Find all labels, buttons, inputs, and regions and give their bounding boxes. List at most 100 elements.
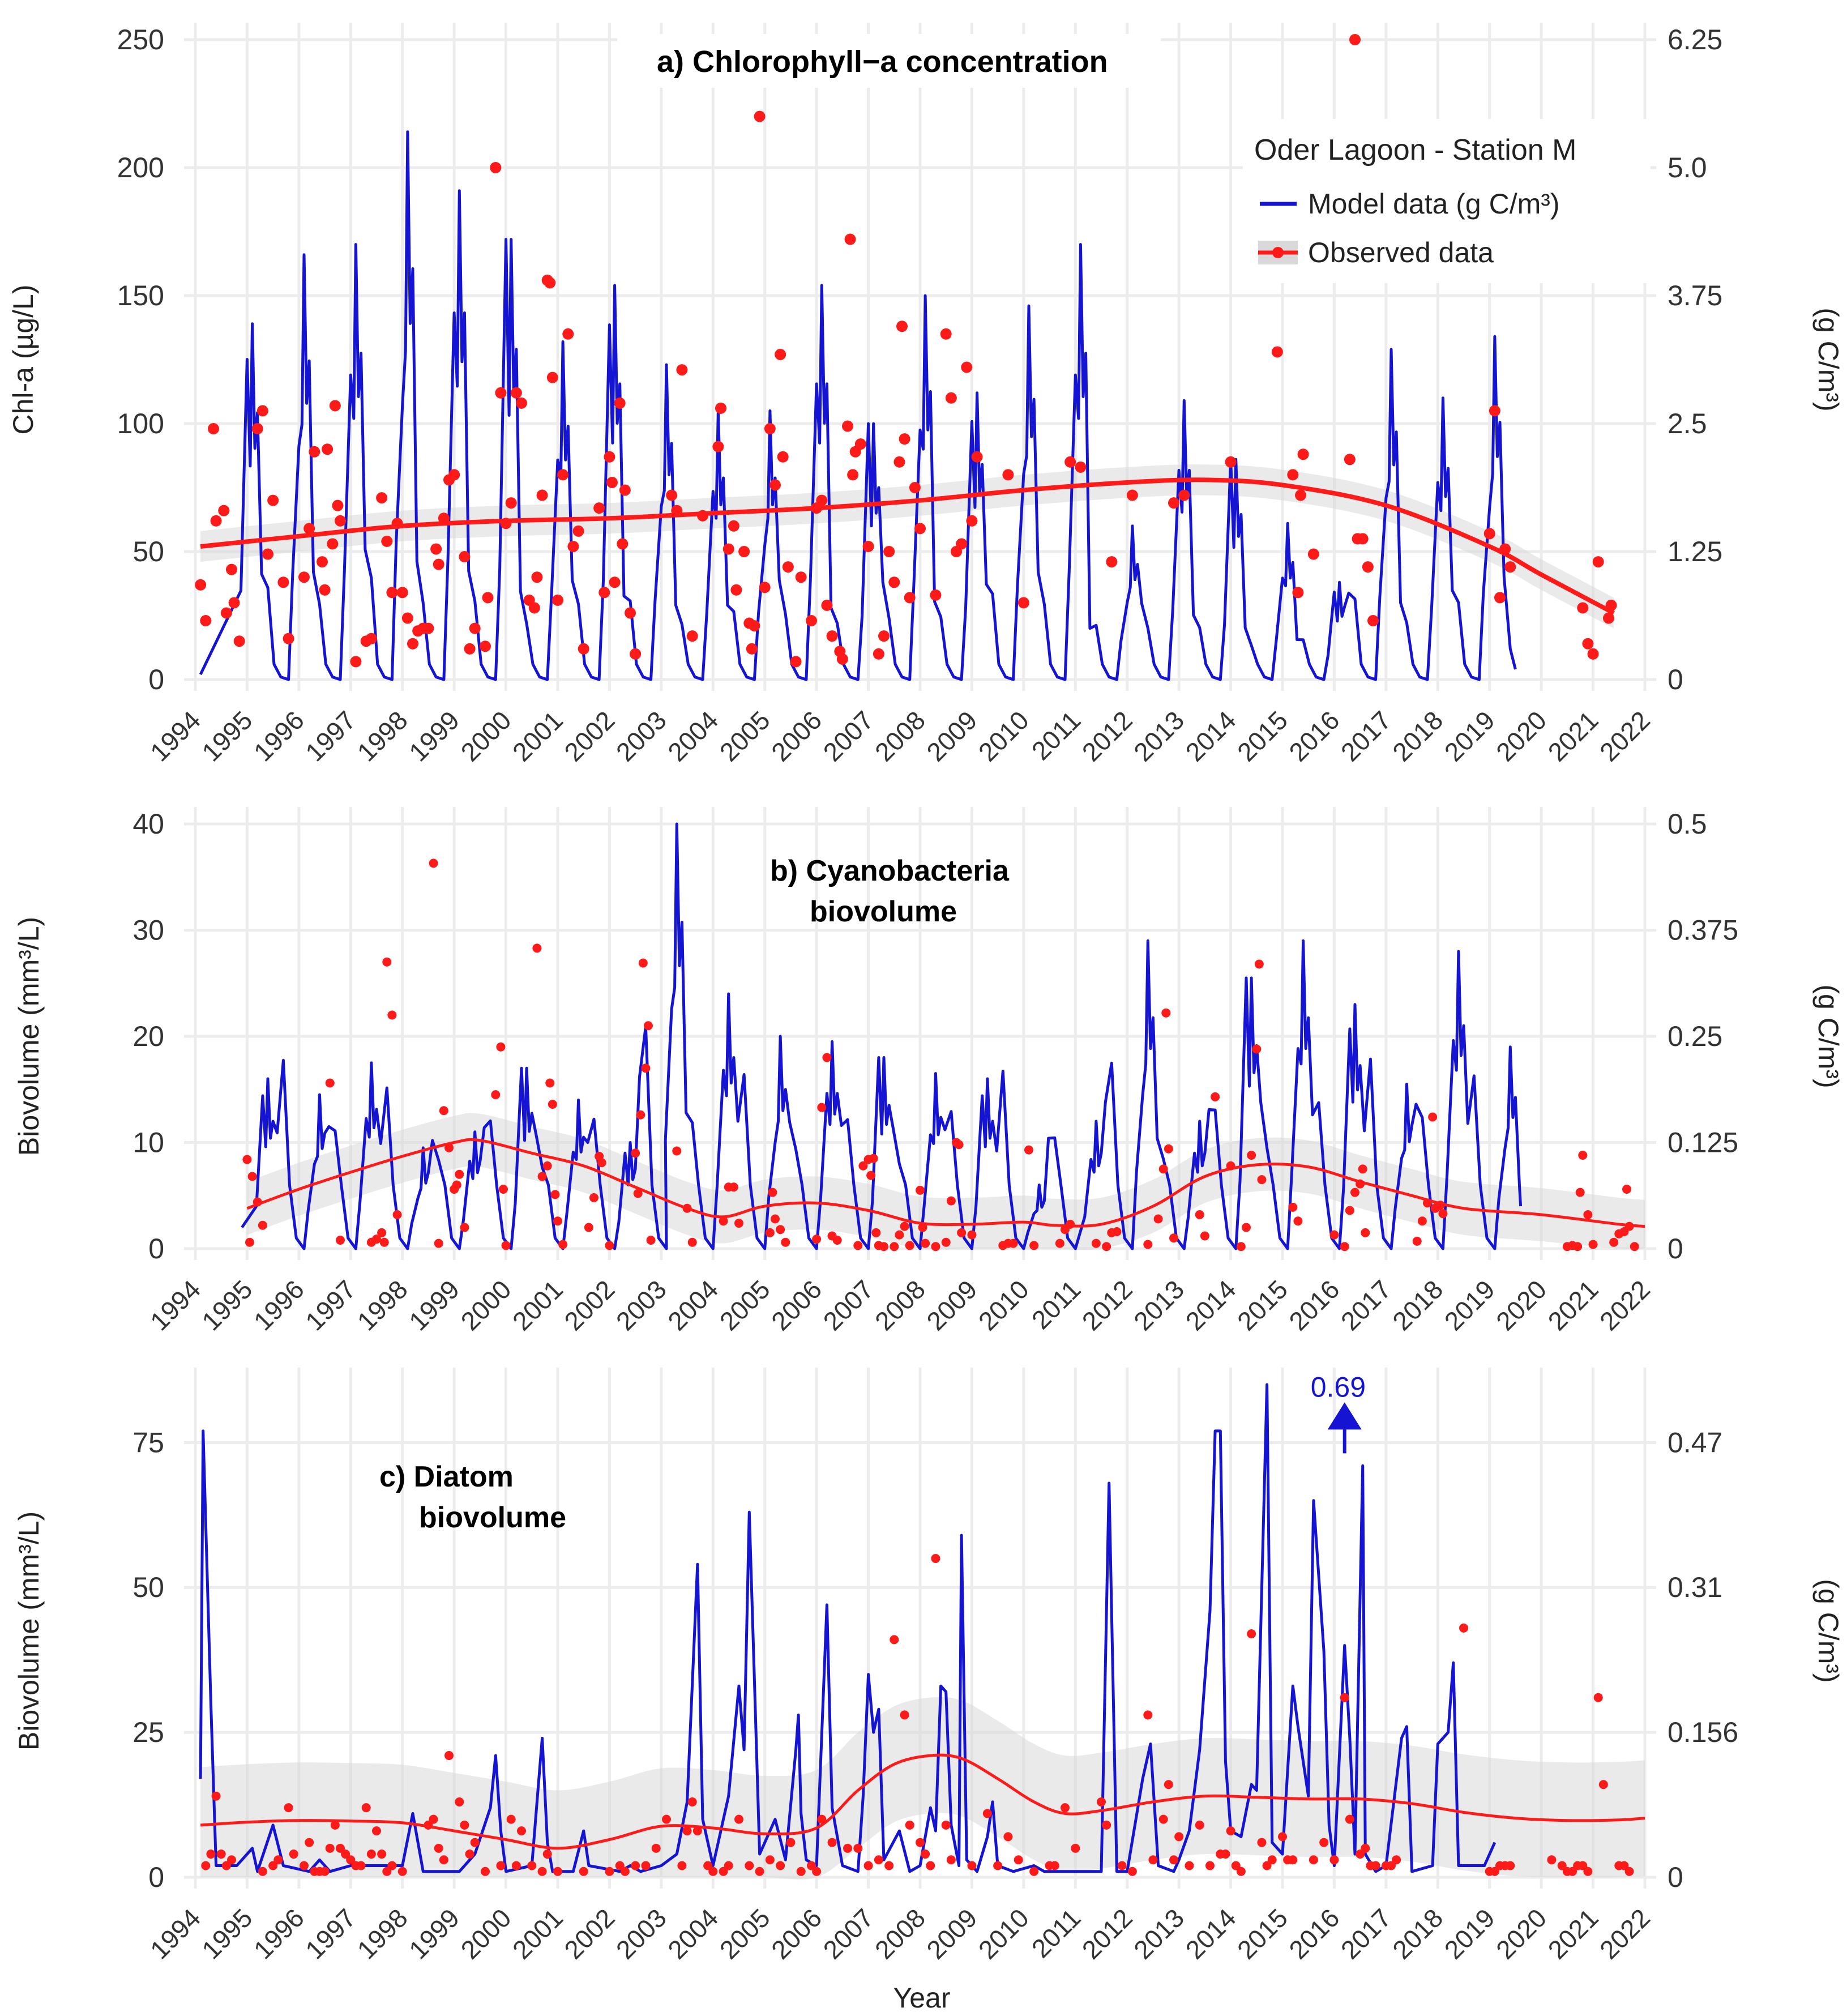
observed-point: [397, 1866, 407, 1876]
observed-point: [377, 1228, 387, 1237]
observed-point: [499, 1185, 508, 1194]
observed-point: [1367, 615, 1379, 627]
observed-point: [284, 1803, 293, 1813]
observed-point: [550, 1190, 560, 1199]
observed-point: [401, 612, 413, 624]
observed-point: [781, 1237, 790, 1247]
observed-point: [724, 1861, 733, 1870]
observed-point: [768, 1188, 777, 1197]
x-tick-label: 2009: [921, 705, 982, 767]
observed-point: [544, 277, 556, 289]
observed-point: [614, 397, 626, 409]
observed-point: [439, 1106, 448, 1116]
observed-point: [961, 361, 973, 373]
observed-point: [1504, 561, 1516, 573]
observed-point: [1483, 528, 1495, 540]
observed-point: [298, 571, 310, 583]
observed-point: [884, 1861, 894, 1870]
observed-point: [1185, 1861, 1194, 1870]
observed-point: [470, 1838, 480, 1847]
observed-point: [646, 1236, 656, 1245]
observed-point: [211, 1791, 221, 1801]
observed-point: [677, 1861, 687, 1870]
x-tick-label: 2001: [507, 1903, 568, 1964]
observed-point: [330, 1820, 340, 1830]
observed-point: [434, 1238, 443, 1248]
observed-point: [1075, 461, 1087, 473]
trend-line: [200, 1753, 1645, 1850]
x-tick-label: 2015: [1232, 1903, 1293, 1964]
observed-point: [434, 1843, 443, 1853]
observed-point: [221, 1861, 231, 1870]
observed-point: [636, 1110, 645, 1120]
x-tick-label: 2021: [1542, 1274, 1604, 1336]
observed-point: [422, 622, 434, 634]
x-tick-label: 1995: [196, 1274, 258, 1336]
x-tick-label: 2007: [818, 1903, 879, 1964]
observed-point: [501, 1241, 511, 1250]
observed-point: [905, 1820, 914, 1830]
observed-point: [317, 556, 328, 568]
observed-point: [327, 538, 339, 550]
x-tick-label: 2004: [662, 1903, 724, 1964]
observed-point: [941, 1820, 951, 1830]
panel-title-line: biovolume: [810, 895, 957, 928]
observed-point: [812, 1235, 822, 1244]
x-tick-label: 2021: [1542, 1903, 1604, 1964]
observed-point: [633, 1189, 643, 1198]
observed-point: [1164, 1780, 1173, 1789]
observed-point: [251, 423, 263, 435]
observed-point: [620, 1866, 630, 1876]
observed-point: [1097, 1797, 1106, 1806]
observed-point: [536, 489, 548, 501]
observed-point: [790, 656, 802, 668]
observed-point: [1350, 1188, 1359, 1197]
observed-point: [1236, 1866, 1246, 1876]
observed-point: [361, 1803, 371, 1813]
observed-point: [842, 420, 853, 432]
x-tick-label: 2008: [869, 705, 931, 767]
observed-point: [532, 943, 542, 953]
observed-point: [1345, 1206, 1354, 1215]
observed-point: [200, 615, 212, 627]
observed-point: [226, 563, 237, 575]
observed-point: [505, 497, 517, 509]
observed-point: [1153, 1214, 1163, 1224]
observed-point: [377, 1850, 387, 1859]
observed-point: [227, 1855, 236, 1865]
y-tick-label: 250: [117, 24, 164, 55]
observed-point: [1278, 1832, 1287, 1842]
observed-point: [900, 1221, 909, 1231]
y2-tick-label: 0.25: [1668, 1020, 1722, 1052]
observed-point: [878, 630, 890, 642]
legend-background: [1243, 119, 1651, 283]
observed-point: [715, 402, 726, 414]
observed-point: [382, 1866, 392, 1876]
observed-point: [1575, 1188, 1585, 1197]
observed-point: [651, 1843, 661, 1853]
observed-point: [1247, 1629, 1256, 1639]
observed-point: [982, 1809, 992, 1818]
observed-point: [562, 328, 574, 340]
observed-point: [381, 535, 393, 547]
observed-point: [916, 1838, 925, 1847]
trend-confidence-band: [200, 464, 1614, 629]
observed-point: [858, 1161, 868, 1171]
observed-point: [1293, 1216, 1303, 1226]
observed-point: [341, 1850, 350, 1859]
observed-point: [776, 1225, 785, 1235]
observed-point: [869, 1154, 878, 1163]
legend-model-label: Model data (g C/m³): [1308, 188, 1560, 220]
observed-point: [268, 1861, 278, 1870]
x-tick-label: 2006: [766, 705, 827, 767]
observed-point: [954, 1140, 964, 1150]
observed-point: [817, 1103, 827, 1112]
observed-point: [195, 579, 207, 591]
y2-tick-label: 0.125: [1668, 1127, 1738, 1159]
observed-point: [604, 451, 615, 463]
observed-point: [511, 1861, 521, 1870]
observed-point: [745, 1861, 754, 1870]
observed-point: [686, 630, 698, 642]
x-axis-label: Year: [893, 1982, 950, 2014]
observed-point: [366, 1850, 376, 1859]
